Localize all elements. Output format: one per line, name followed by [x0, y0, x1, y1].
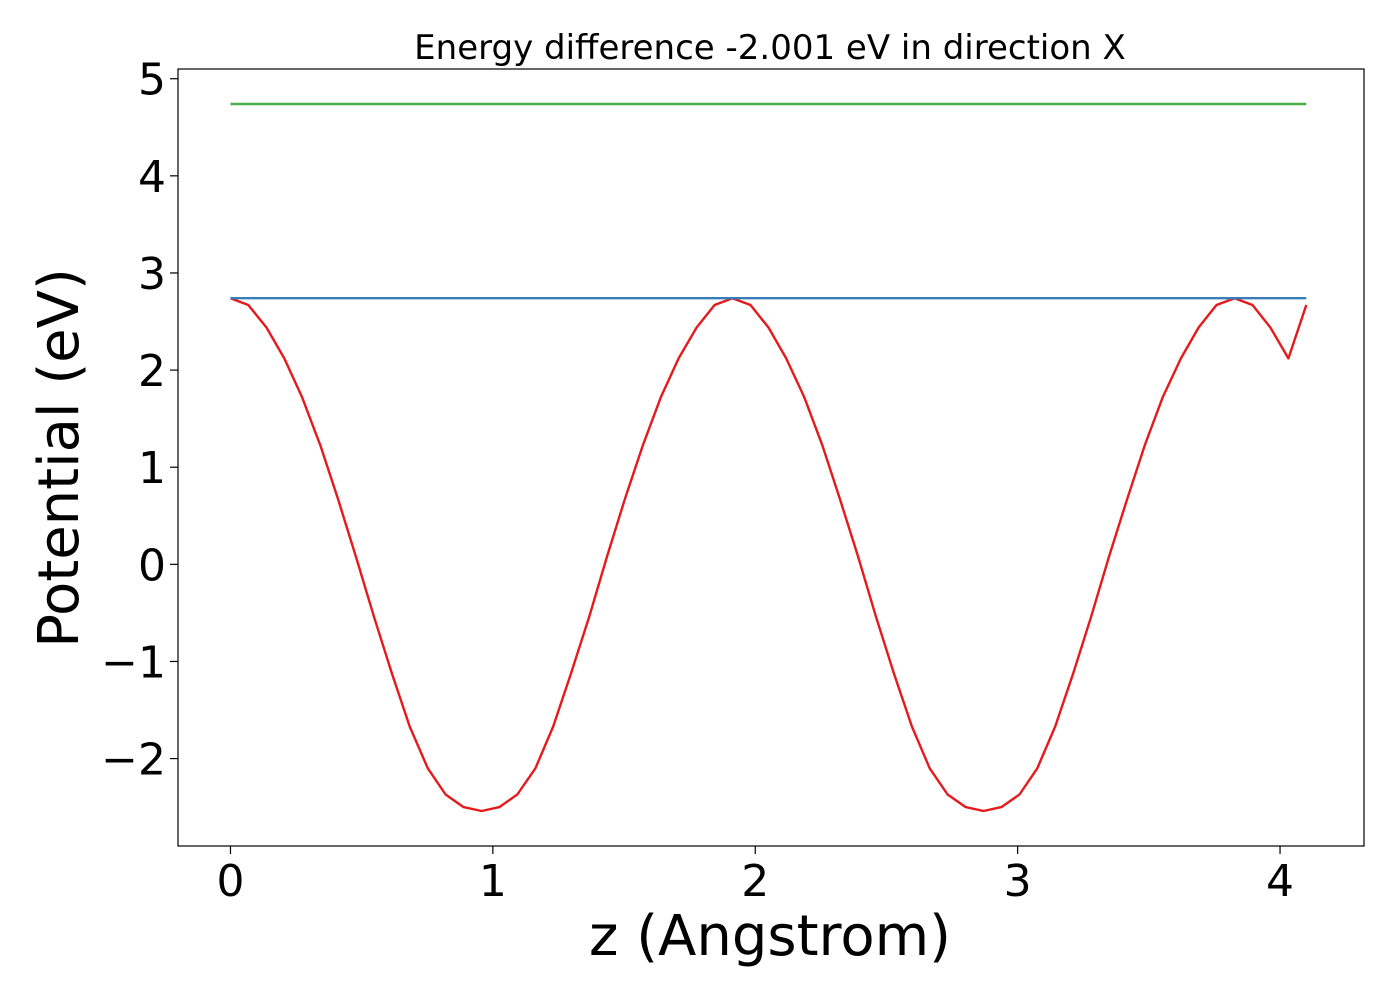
y-axis: −2 −1 0 1 2 3 4 5 — [101, 55, 178, 786]
x-axis: 0 1 2 3 4 — [216, 846, 1294, 907]
y-axis-label: Potential (eV) — [27, 268, 92, 648]
plot-area — [177, 68, 1365, 847]
y-tick-label: 5 — [138, 55, 166, 106]
x-tick-label: 1 — [479, 856, 507, 907]
chart-title: Energy difference -2.001 eV in direction… — [414, 28, 1126, 68]
y-tick-label: −1 — [101, 637, 166, 688]
y-tick-label: 1 — [138, 443, 166, 494]
y-tick-label: −2 — [101, 735, 166, 786]
plot-frame — [177, 68, 1365, 847]
series-layer — [230, 102, 1308, 813]
x-axis-label: z (Angstrom) — [589, 904, 951, 969]
x-tick-label: 4 — [1266, 856, 1294, 907]
series-line-0 — [230, 297, 1308, 813]
y-tick-label: 0 — [138, 540, 166, 591]
x-tick-label: 2 — [741, 856, 769, 907]
x-tick-label: 0 — [216, 856, 244, 907]
y-tick-label: 2 — [138, 346, 166, 397]
x-tick-label: 3 — [1004, 856, 1032, 907]
y-tick-label: 4 — [138, 152, 166, 203]
y-tick-label: 3 — [138, 249, 166, 300]
